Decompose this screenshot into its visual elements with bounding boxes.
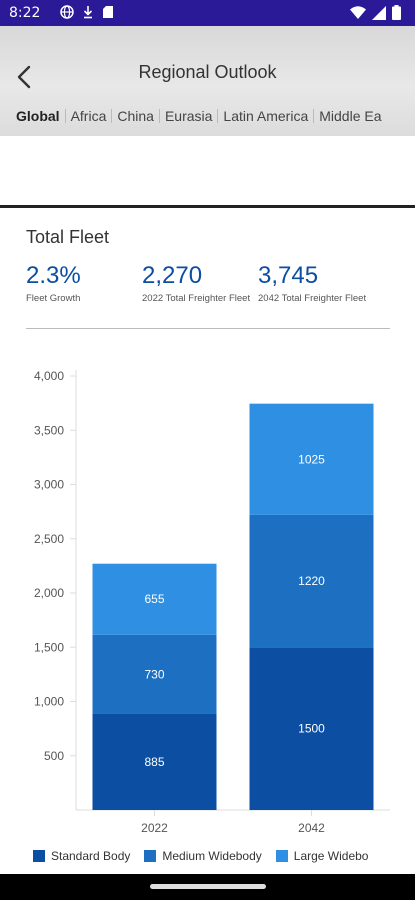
y-tick-label: 3,000 [34,478,64,492]
tab-africa[interactable]: Africa [70,108,107,124]
bar-segment [92,634,217,714]
tab-middle-east[interactable]: Middle Ea [319,108,382,124]
bar-segment [92,713,217,810]
legend-swatch [33,850,45,862]
y-tick-label: 500 [44,749,64,763]
stat-label: 2042 Total Freighter Fleet [258,293,367,304]
bar-segment [249,514,374,648]
x-tick-label: 2042 [298,821,325,835]
legend-label: Medium Widebody [162,849,262,863]
tab-divider [313,109,315,123]
section-divider [0,205,415,208]
y-tick-label: 2,500 [34,532,64,546]
bar-data-label: 1500 [298,722,325,736]
total-fleet-chart: 500 1,000 1,500 2,000 2,500 3,000 3,500 4,000 88… [34,369,390,835]
stat-value: 2,270 [142,262,203,289]
bar-data-label: 1220 [298,574,325,588]
bar-data-label: 655 [144,592,164,606]
y-tick-label: 2,000 [34,586,64,600]
page-title: Regional Outlook [138,62,277,82]
legend-label: Standard Body [51,849,131,863]
status-time: 8:22 [9,5,41,21]
bar-data-label: 885 [144,755,164,769]
back-arrow-icon[interactable] [14,64,34,90]
globe-icon [60,5,74,19]
stat-2042-fleet: 3,745 2042 Total Freighter Fleet [258,262,370,305]
x-tick-label: 2022 [141,821,168,835]
header: Regional Outlook Global Africa China Eurasi… [0,26,415,136]
legend-label: Large Widebo [293,849,369,863]
stat-value: 2.3% [26,262,81,289]
tab-divider [217,109,219,123]
home-handle[interactable] [150,884,266,889]
legend-swatch [144,850,157,862]
stat-label: 2022 Total Freighter Fleet [142,293,251,304]
legend-item-standard-body[interactable]: Standard Body [33,849,130,863]
sd-card-icon [103,6,113,18]
bar-segment [249,647,374,810]
stat-2022-fleet: 2,270 2022 Total Freighter Fleet [142,262,254,305]
battery-icon [392,5,401,20]
bar-data-label: 1025 [298,452,325,466]
status-bar: 8:22 [0,0,415,26]
tab-divider [64,109,66,123]
legend-swatch [275,850,288,862]
bar-data-label: 730 [144,667,164,681]
signal-icon [372,5,386,20]
bar-segment [249,403,374,515]
card-title: Total Fleet [26,227,110,247]
tab-china[interactable]: China [117,108,154,124]
tab-latin-america[interactable]: Latin America [223,108,309,124]
region-tabs: Global Africa China Eurasia Latin America Mid… [16,108,415,124]
y-tick-label: 3,500 [34,423,64,437]
legend-item-medium-widebody[interactable]: Medium Widebody [144,849,262,863]
stat-value: 3,745 [258,262,319,289]
legend-item-large-widebody[interactable]: Large Widebo [275,849,369,863]
tab-global[interactable]: Global [16,108,60,124]
download-icon [83,6,93,19]
system-nav-bar [0,874,415,900]
y-tick-label: 4,000 [34,369,64,383]
stats-divider [26,328,390,329]
wifi-icon [350,6,366,19]
bar-segment [92,563,217,635]
stat-label: Fleet Growth [26,293,81,304]
tab-divider [111,109,113,123]
stat-fleet-growth: 2.3% Fleet Growth [26,262,138,305]
y-tick-label: 1,500 [34,640,64,654]
tab-eurasia[interactable]: Eurasia [164,108,213,124]
y-tick-label: 1,000 [34,695,64,709]
chart-legend: Standard Body Medium Widebody Large Wide… [33,849,368,863]
tab-divider [158,109,160,123]
